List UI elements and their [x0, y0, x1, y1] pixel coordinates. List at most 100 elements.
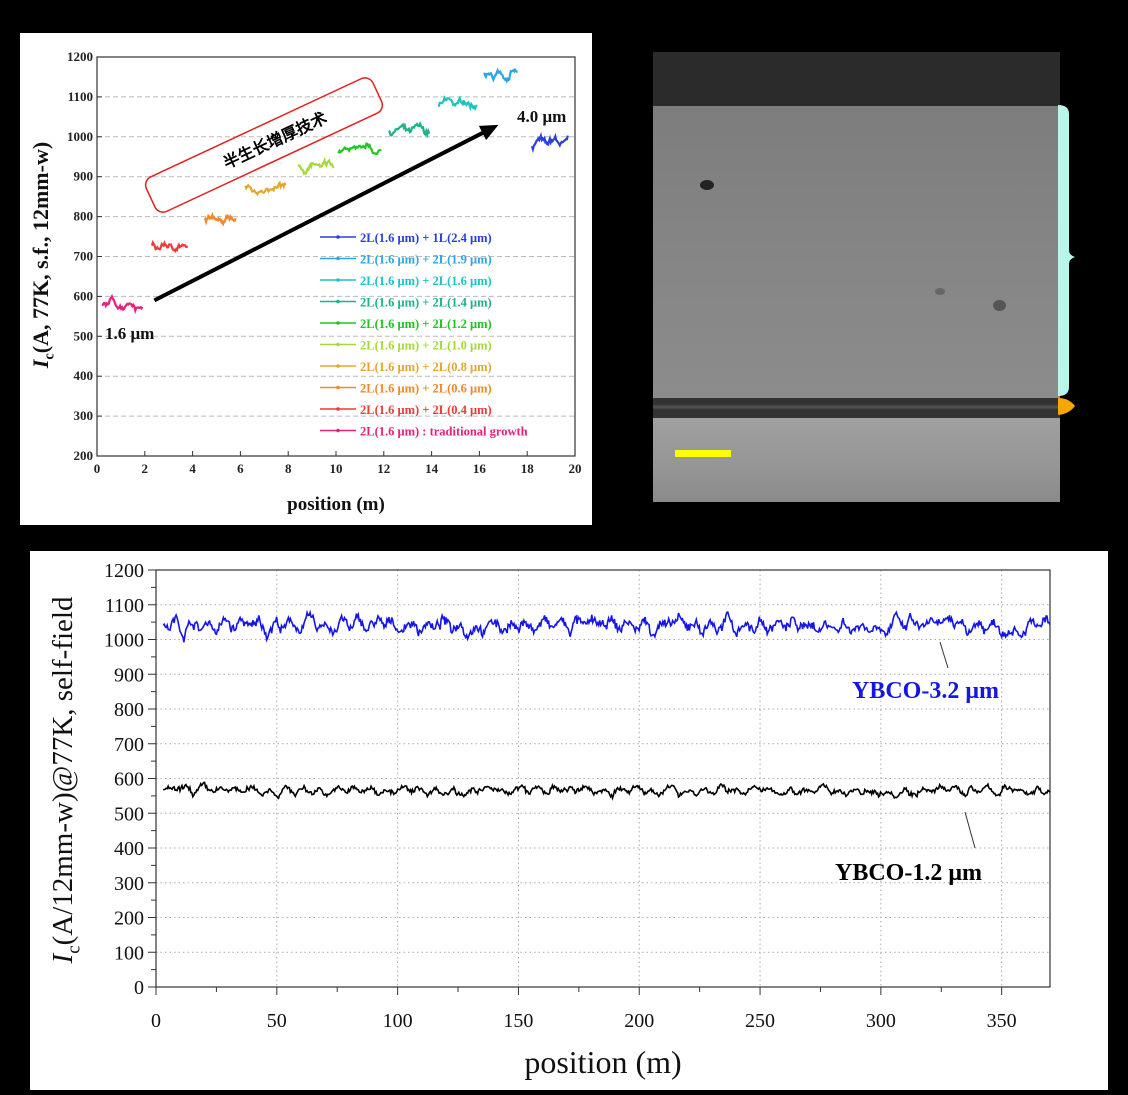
legend-entry: 2L(1.6 μm) + 2L(1.4 μm) [360, 296, 492, 310]
legend-entry: 2L(1.6 μm) + 2L(0.8 μm) [360, 360, 492, 374]
x-tick-label: 4 [189, 461, 196, 476]
buffer-layer-marker [1058, 398, 1075, 415]
data-series-line [244, 180, 287, 197]
x-tick-label: 2 [142, 461, 149, 476]
data-series-line [101, 294, 144, 315]
panel-b-sem-cross-section [653, 52, 1060, 502]
annotation-box [144, 77, 384, 213]
sem-ybco-layer [653, 106, 1060, 398]
x-axis-label: position (m) [524, 1044, 681, 1080]
y-tick-label: 500 [74, 328, 94, 343]
x-tick-label: 0 [94, 461, 101, 476]
y-tick-label: 1200 [67, 49, 93, 64]
y-tick-label: 400 [74, 368, 94, 383]
trend-arrow-shaft [153, 129, 487, 303]
x-tick-label: 20 [569, 461, 582, 476]
y-label-units: (A, 77K, s.f., 12mm-w) [28, 142, 53, 353]
y-tick-label: 500 [114, 803, 144, 825]
y-label-subscript: c [42, 353, 58, 359]
y-label-subscript: c [63, 945, 84, 953]
plot-frame [96, 56, 576, 457]
y-tick-label: 200 [114, 908, 144, 930]
data-series-line [437, 94, 478, 112]
boxed-annotation: 半生长增厚技术 [144, 77, 384, 213]
data-series-line [150, 239, 189, 254]
y-label-symbol: I [28, 358, 53, 369]
y-axis-label: Ic(A/12mm-w)@77K, self-field [47, 596, 84, 964]
data-series-line [483, 67, 518, 84]
x-tick-label: 14 [425, 461, 439, 476]
y-tick-label: 200 [74, 448, 94, 463]
x-tick-label: 50 [267, 1010, 287, 1032]
end-thickness-label: 4.0 μm [517, 107, 566, 126]
panel-label-a: a [36, 14, 53, 33]
legend-entry: 2L(1.6 μm) + 2L(0.6 μm) [360, 382, 492, 396]
y-label-symbol: I [47, 952, 79, 964]
data-series-line [297, 156, 335, 176]
legend-swatch-marker [336, 428, 340, 433]
y-tick-label: 1100 [68, 89, 93, 104]
data-series-line [203, 211, 237, 227]
legend-entry: 2L(1.6 μm) + 2L(1.2 μm) [360, 317, 492, 331]
sem-defect [935, 288, 945, 295]
legend-entry: 2L(1.6 μm) + 2L(0.4 μm) [360, 403, 492, 417]
y-tick-label: 800 [74, 209, 94, 224]
y-tick-label: 700 [114, 734, 144, 756]
panel-label-c: c [33, 525, 50, 533]
x-tick-label: 18 [521, 461, 535, 476]
series-label-ybco-3-2: YBCO-3.2 μm [852, 678, 999, 704]
x-tick-label: 8 [285, 461, 292, 476]
x-tick-label: 0 [151, 1010, 161, 1032]
legend-swatch-marker [336, 235, 340, 239]
y-tick-label: 600 [114, 769, 144, 791]
legend-swatch-marker [336, 385, 340, 390]
series-label-ybco-1-2: YBCO-1.2 μm [835, 860, 982, 886]
x-tick-label: 200 [624, 1010, 654, 1032]
y-axis-label: Ic(A, 77K, s.f., 12mm-w) [28, 142, 58, 369]
layer-brackets [1058, 105, 1075, 415]
start-thickness-label: 1.6 μm [105, 324, 154, 343]
legend-entry: 2L(1.6 μm) + 1L(2.4 μm) [360, 231, 492, 245]
y-tick-label: 700 [74, 249, 94, 264]
y-tick-label: 400 [114, 838, 144, 860]
plot-frame [155, 569, 1051, 988]
legend-swatch-marker [336, 256, 340, 261]
data-series-line [162, 609, 1051, 643]
x-axis-label: position (m) [287, 494, 385, 515]
legend-swatch-marker [336, 278, 340, 282]
legend-swatch-marker [336, 364, 340, 368]
y-label-units: (A/12mm-w)@77K, self-field [47, 596, 79, 945]
y-tick-label: 900 [114, 664, 144, 686]
x-tick-label: 16 [473, 461, 487, 476]
legend-entry: 2L(1.6 μm) : traditional growth [360, 425, 528, 439]
x-tick-label: 250 [745, 1010, 775, 1032]
legend-swatch-marker [336, 299, 340, 304]
sem-buffer-band [653, 398, 1060, 418]
y-tick-label: 1200 [104, 560, 144, 582]
y-tick-label: 1100 [105, 595, 144, 617]
sem-top-dark-region [653, 52, 1060, 108]
data-series-line [388, 120, 431, 139]
panel-a-ic-vs-position-short: 200 300 400 500 600 700 800 900 1000 1100 1200 0 2 4 6… [20, 33, 592, 525]
y-tick-label: 800 [114, 699, 144, 721]
data-series-line [530, 131, 569, 154]
x-tick-label: 300 [866, 1010, 896, 1032]
legend-entry: 2L(1.6 μm) + 2L(1.0 μm) [360, 339, 492, 353]
sem-substrate [653, 418, 1060, 502]
sem-defect [993, 300, 1006, 311]
legend-swatch-marker [336, 342, 340, 347]
y-tick-label: 1000 [104, 630, 144, 652]
chart-c: 0100200300400500600700800900100011001200… [47, 560, 1051, 1080]
legend-swatch-marker [336, 321, 340, 325]
sem-defect [700, 180, 714, 190]
y-tick-label: 100 [114, 942, 144, 964]
ybco-thickness-bracket [1058, 105, 1075, 396]
x-tick-label: 12 [377, 461, 390, 476]
panel-c-ic-vs-position-long: 0 100 200 300 400 500 600 700 800 900 1000 1100 1200… [30, 551, 1108, 1090]
data-series-line [337, 142, 382, 156]
x-tick-label: 10 [330, 461, 343, 476]
chart-a: 200 300 400 500 600 700 800 900 1000 1100 1200 0 2 4 6… [28, 49, 582, 515]
y-tick-label: 0 [134, 977, 144, 999]
y-tick-label: 300 [74, 408, 94, 423]
x-tick-label: 100 [383, 1010, 413, 1032]
